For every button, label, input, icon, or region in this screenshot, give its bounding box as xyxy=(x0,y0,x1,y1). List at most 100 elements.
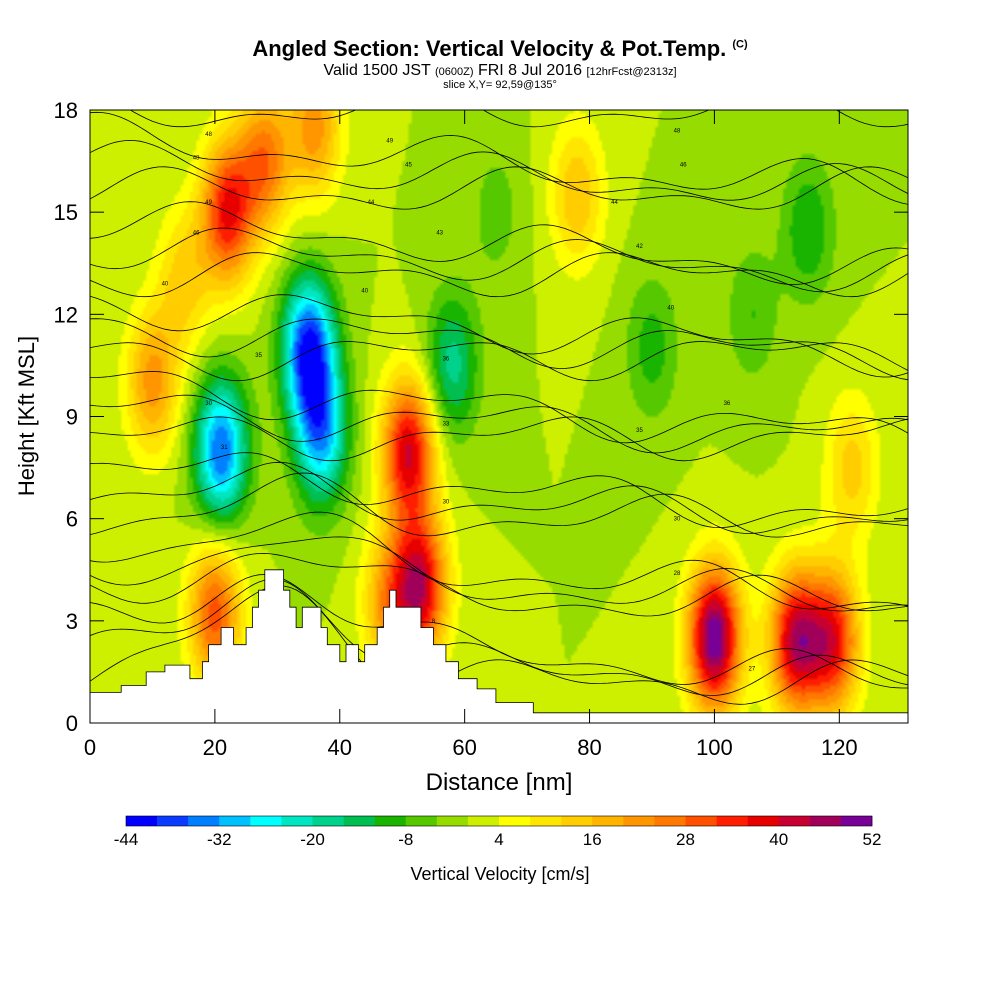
y-tick-label: 6 xyxy=(66,507,78,532)
isentrope-line xyxy=(90,252,908,298)
y-tick-label: 9 xyxy=(66,405,78,430)
isentrope-line xyxy=(90,511,908,610)
isentrope-line xyxy=(90,416,908,462)
isentrope-line xyxy=(90,536,908,612)
contour-label: 45 xyxy=(405,162,412,168)
x-tick-label: 60 xyxy=(452,735,476,760)
colorbar: -44 -32 -20 -8 4 16 28 40 52 xyxy=(114,815,882,849)
colorbar-tick-label: -44 xyxy=(114,830,139,849)
colorbar-swatch xyxy=(250,816,282,826)
contour-label: 40 xyxy=(361,288,368,294)
isentrope-line xyxy=(90,111,908,205)
colorbar-swatch xyxy=(685,816,717,826)
contour-label: 43 xyxy=(436,231,443,237)
velocity-field xyxy=(90,110,908,723)
colorbar-tick-label: 52 xyxy=(863,830,882,849)
contour-label: 36 xyxy=(724,401,731,407)
contour-labels: 30 31 35 40 46 48 49 48 40 49 44 45 43 36 33 30 8 44 42 48 4… xyxy=(162,128,756,672)
x-tick-label: 0 xyxy=(84,735,96,760)
contour-label: 30 xyxy=(443,500,450,506)
colorbar-swatch xyxy=(592,816,624,826)
colorbar-swatch xyxy=(436,816,469,826)
y-tick-label: 3 xyxy=(66,609,78,634)
isentrope-line xyxy=(90,227,908,293)
slice-info: slice X,Y= 92,59@135° xyxy=(443,79,557,91)
contour-label: 46 xyxy=(680,162,687,168)
contour-label: 40 xyxy=(162,282,169,288)
isentrope-line xyxy=(90,574,908,689)
colorbar-tick-label: -32 xyxy=(207,830,232,849)
contour-label: 49 xyxy=(205,200,212,206)
contour-label: 36 xyxy=(443,357,450,363)
contour-label: 44 xyxy=(368,200,375,206)
colorbar-swatch xyxy=(126,816,158,826)
y-tick-label: 18 xyxy=(54,98,78,123)
y-axis-label: Height [Kft MSL] xyxy=(14,336,39,496)
isentrope-line xyxy=(90,552,908,617)
isentrope-line xyxy=(90,201,908,285)
colorbar-swatch xyxy=(343,816,375,826)
valid-date: FRI 8 Jul 2016 xyxy=(477,62,583,79)
colorbar-tick-label: -8 xyxy=(398,830,413,849)
colorbar-swatch xyxy=(219,816,251,826)
colorbar-swatch xyxy=(809,816,842,826)
colorbar-swatch xyxy=(747,816,780,826)
contour-label: 31 xyxy=(221,445,228,451)
colorbar-swatch xyxy=(840,816,873,826)
contour-label: 30 xyxy=(205,401,212,407)
x-tick-label: 100 xyxy=(696,735,733,760)
isentrope-line xyxy=(90,318,908,381)
isentrope-line xyxy=(90,461,908,534)
colorbar-swatch xyxy=(188,816,220,826)
isentrope-line xyxy=(90,371,908,444)
colorbar-label: Vertical Velocity [cm/s] xyxy=(410,864,589,884)
contour-label: 40 xyxy=(667,306,674,312)
x-tick-label: 20 xyxy=(203,735,227,760)
x-tick-label: 40 xyxy=(328,735,352,760)
chart-subtitle: Valid 1500 JST (0600Z) FRI 8 Jul 2016 [1… xyxy=(0,62,1000,80)
colorbar-swatch xyxy=(654,816,686,826)
colorbar-tick-label: 4 xyxy=(494,830,503,849)
y-tick-label: 0 xyxy=(66,711,78,736)
title-mark: (C) xyxy=(732,38,748,51)
colorbar-swatch xyxy=(281,816,313,826)
isentrope-line xyxy=(90,585,908,705)
colorbar-swatch xyxy=(312,816,344,826)
colorbar-swatch xyxy=(530,816,562,826)
contour-label: 27 xyxy=(749,667,756,673)
contour-label: 35 xyxy=(636,428,643,434)
colorbar-swatch xyxy=(374,816,407,826)
isentrope-line xyxy=(90,452,908,529)
title-text: Angled Section: Vertical Velocity & Pot.… xyxy=(252,36,727,61)
contour-label: 46 xyxy=(193,231,200,237)
isentrope-line xyxy=(129,110,908,128)
colorbar-swatch xyxy=(778,816,811,826)
forecast-info: [12hrFcst@2313z] xyxy=(586,66,677,78)
isentrope-lines xyxy=(90,110,908,705)
x-tick-label: 120 xyxy=(821,735,858,760)
chart-title: Angled Section: Vertical Velocity & Pot.… xyxy=(0,36,1000,62)
contour-label: 48 xyxy=(205,132,212,138)
contour-label: 48 xyxy=(193,156,200,162)
x-tick-label: 80 xyxy=(577,735,601,760)
colorbar-swatch xyxy=(405,816,438,826)
contour-label: 44 xyxy=(611,200,618,206)
colorbar-tick-label: 40 xyxy=(769,830,788,849)
terrain xyxy=(90,569,908,723)
y-tick-label: 15 xyxy=(54,200,78,225)
isentrope-line xyxy=(90,472,908,538)
contour-label: 48 xyxy=(674,128,681,134)
contour-label: 35 xyxy=(255,353,262,359)
contour-label: 28 xyxy=(674,571,681,577)
valid-utc: (0600Z) xyxy=(434,66,474,78)
contour-label: 42 xyxy=(636,244,643,250)
colorbar-swatch xyxy=(467,816,500,826)
colorbar-swatch xyxy=(499,816,531,826)
contour-label: 8 xyxy=(432,619,436,625)
colorbar-swatch xyxy=(716,816,748,826)
colorbar-swatch xyxy=(157,816,189,826)
isentrope-line xyxy=(90,341,908,382)
colorbar-frame xyxy=(125,815,873,827)
